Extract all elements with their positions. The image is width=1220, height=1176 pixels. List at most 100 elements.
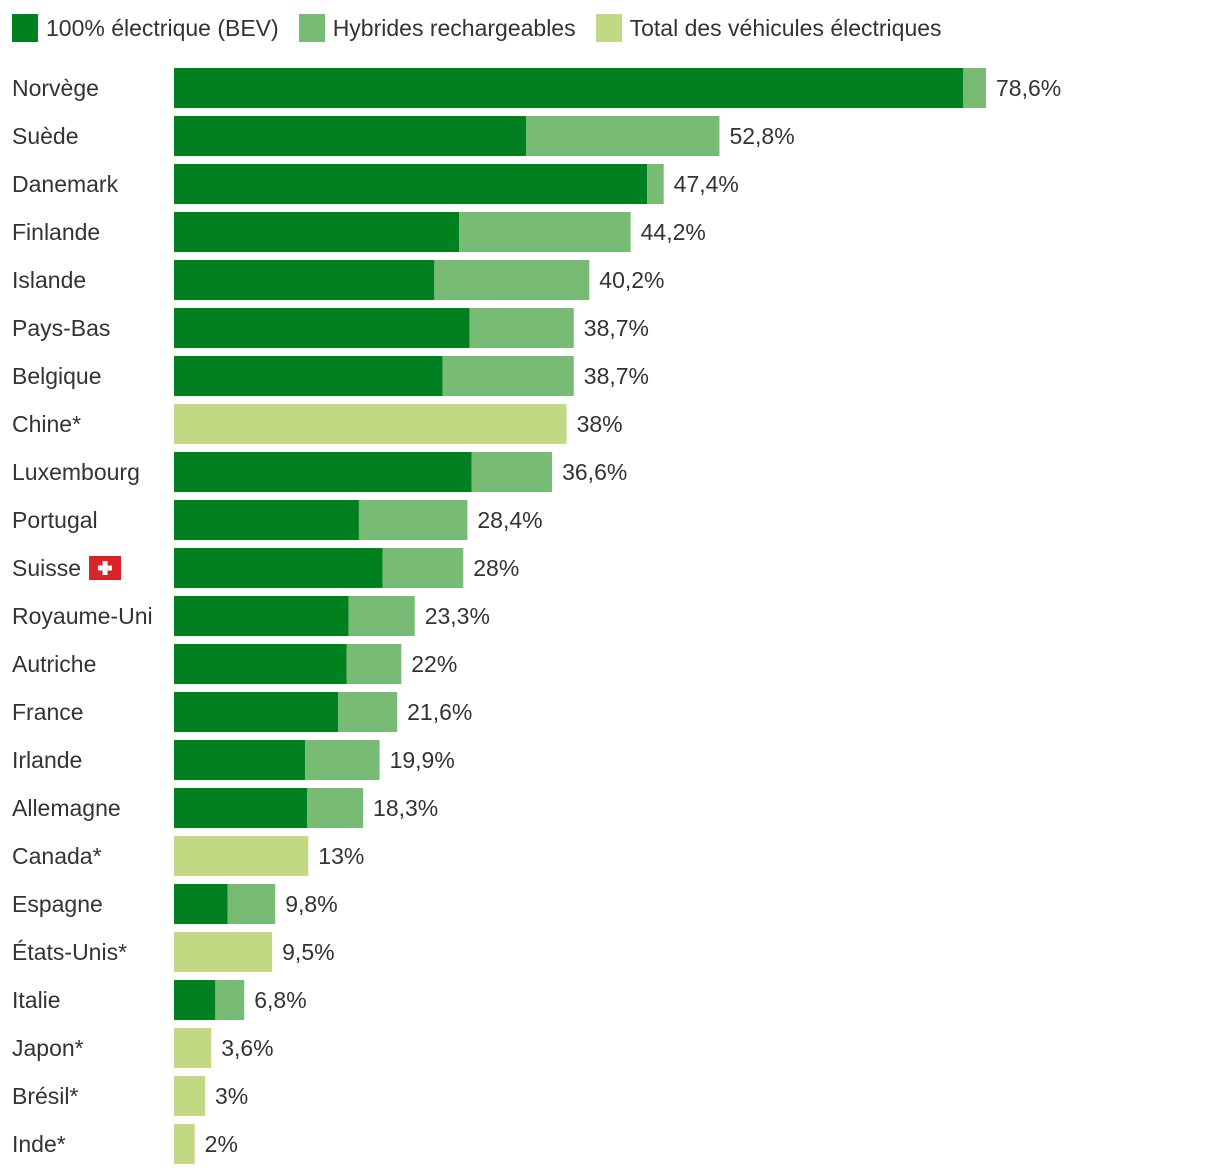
value-label: 9,8% (285, 891, 337, 917)
category-label: Autriche (12, 651, 96, 677)
bar-segment-bev (174, 212, 459, 252)
bar-row-espagne: Espagne 9,8% (12, 884, 338, 924)
category-label: Finlande (12, 219, 100, 245)
category-label: Portugal (12, 507, 98, 533)
bar-segment-phev (459, 212, 630, 252)
bar-segment-phev (647, 164, 664, 204)
bar-segment-total (174, 1076, 205, 1116)
value-label: 2% (205, 1131, 238, 1157)
category-label: Royaume-Uni (12, 603, 153, 629)
bar-segment-bev (174, 740, 305, 780)
value-label: 52,8% (729, 123, 794, 149)
value-label: 78,6% (996, 75, 1061, 101)
bar-row-inde: Inde* 2% (12, 1124, 238, 1164)
category-label: Islande (12, 267, 86, 293)
bar-segment-bev (174, 548, 383, 588)
category-label: Irlande (12, 747, 82, 773)
bar-row-islande: Islande 40,2% (12, 260, 665, 300)
value-label: 21,6% (407, 699, 472, 725)
bar-segment-bev (174, 308, 469, 348)
bar-segment-phev (526, 116, 719, 156)
value-label: 38,7% (584, 363, 649, 389)
bar-segment-bev (174, 116, 526, 156)
category-label: France (12, 699, 84, 725)
value-label: 3,6% (221, 1035, 273, 1061)
category-label: Luxembourg (12, 459, 140, 485)
category-label: Pays-Bas (12, 315, 110, 341)
category-label: Brésil* (12, 1083, 79, 1109)
category-label: États-Unis* (12, 939, 127, 965)
bar-row-royaume-uni: Royaume-Uni 23,3% (12, 596, 490, 636)
bar-segment-bev (174, 500, 359, 540)
category-label: Inde* (12, 1131, 66, 1157)
bar-row-suede: Suède 52,8% (12, 116, 795, 156)
bar-segment-phev (307, 788, 363, 828)
value-label: 3% (215, 1083, 248, 1109)
bar-segment-bev (174, 884, 228, 924)
value-label: 13% (318, 843, 364, 869)
bar-segment-bev (174, 356, 443, 396)
bar-row-luxembourg: Luxembourg 36,6% (12, 452, 627, 492)
value-label: 40,2% (599, 267, 664, 293)
bar-row-irlande: Irlande 19,9% (12, 740, 455, 780)
bar-segment-bev (174, 260, 434, 300)
bar-segment-total (174, 404, 567, 444)
bar-segment-total (174, 836, 308, 876)
bar-segment-bev (174, 788, 307, 828)
bar-row-italie: Italie 6,8% (12, 980, 307, 1020)
bar-row-belgique: Belgique 38,7% (12, 356, 649, 396)
bar-segment-bev (174, 68, 963, 108)
bar-row-portugal: Portugal 28,4% (12, 500, 543, 540)
bar-row-suisse: Suisse 28% (12, 548, 519, 588)
category-label: Danemark (12, 171, 119, 197)
bar-segment-phev (383, 548, 464, 588)
bar-row-allemagne: Allemagne 18,3% (12, 788, 438, 828)
ev-share-chart: 100% électrique (BEV) Hybrides rechargea… (0, 0, 1220, 1176)
bar-segment-phev (305, 740, 379, 780)
bar-row-pays-bas: Pays-Bas 38,7% (12, 308, 649, 348)
swiss-flag-icon (89, 556, 121, 580)
category-label: Suède (12, 123, 79, 149)
bar-segment-total (174, 1124, 195, 1164)
bar-segment-phev (349, 596, 415, 636)
bar-segment-total (174, 932, 272, 972)
value-label: 28% (473, 555, 519, 581)
category-label: Chine* (12, 411, 81, 437)
category-label: Japon* (12, 1035, 84, 1061)
bar-row-chine: Chine* 38% (12, 404, 623, 444)
value-label: 22% (411, 651, 457, 677)
value-label: 38% (577, 411, 623, 437)
value-label: 28,4% (477, 507, 542, 533)
bar-segment-phev (963, 68, 986, 108)
bar-segment-bev (174, 692, 338, 732)
bar-segment-phev (434, 260, 589, 300)
value-label: 36,6% (562, 459, 627, 485)
bar-row-france: France 21,6% (12, 692, 472, 732)
category-label: Espagne (12, 891, 103, 917)
bar-segment-phev (472, 452, 553, 492)
value-label: 38,7% (584, 315, 649, 341)
bar-segment-bev (174, 164, 647, 204)
bar-segment-phev (469, 308, 573, 348)
bar-segment-total (174, 1028, 211, 1068)
category-label: Canada* (12, 843, 102, 869)
value-label: 9,5% (282, 939, 334, 965)
bar-row-danemark: Danemark 47,4% (12, 164, 739, 204)
bar-row-autriche: Autriche 22% (12, 644, 457, 684)
value-label: 18,3% (373, 795, 438, 821)
value-label: 6,8% (254, 987, 306, 1013)
bar-segment-phev (338, 692, 397, 732)
bar-segment-phev (215, 980, 244, 1020)
bar-segment-phev (359, 500, 467, 540)
bar-row-norvege: Norvège 78,6% (12, 68, 1061, 108)
category-label: Norvège (12, 75, 99, 101)
bar-segment-phev (228, 884, 276, 924)
bar-segment-bev (174, 452, 472, 492)
bar-segment-phev (443, 356, 574, 396)
value-label: 23,3% (425, 603, 490, 629)
bar-segment-bev (174, 596, 349, 636)
bar-row-etats-unis: États-Unis* 9,5% (12, 932, 335, 972)
bar-segment-phev (347, 644, 402, 684)
bar-segment-bev (174, 644, 347, 684)
bar-plot-area: Norvège 78,6% Suède 52,8% Danemark 47,4% Finla… (0, 0, 1220, 1176)
